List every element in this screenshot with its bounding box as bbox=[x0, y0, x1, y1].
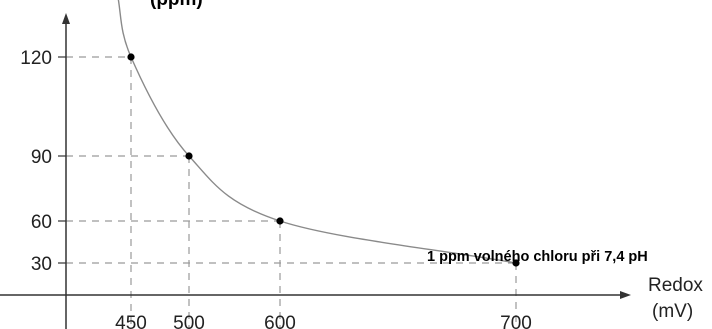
chart-annotation: 1 ppm volného chloru při 7,4 pH bbox=[427, 249, 648, 265]
data-points bbox=[127, 53, 520, 267]
x-axis-title-line1: Redox bbox=[648, 275, 703, 296]
tick-labels: 120 90 60 30 450 500 600 700 bbox=[20, 48, 532, 329]
x-tick-label: 500 bbox=[173, 313, 205, 329]
y-axis-arrow bbox=[62, 13, 70, 24]
x-tick-label: 600 bbox=[264, 313, 296, 329]
x-axis-title-line2: (mV) bbox=[652, 301, 693, 322]
data-curve bbox=[117, 0, 517, 264]
guide-lines bbox=[58, 56, 517, 329]
y-tick-label: 60 bbox=[31, 212, 52, 233]
data-point bbox=[185, 152, 193, 160]
x-tick-label: 700 bbox=[500, 313, 532, 329]
chart-title: (ppm) bbox=[150, 0, 203, 10]
x-tick-label: 450 bbox=[115, 313, 147, 329]
data-point bbox=[127, 53, 135, 61]
y-tick-label: 30 bbox=[31, 254, 52, 275]
x-axis-arrow bbox=[620, 291, 631, 299]
data-point bbox=[512, 259, 520, 267]
y-tick-label: 120 bbox=[20, 48, 52, 69]
data-point bbox=[276, 217, 284, 225]
y-tick-label: 90 bbox=[31, 147, 52, 168]
axes bbox=[0, 13, 631, 329]
